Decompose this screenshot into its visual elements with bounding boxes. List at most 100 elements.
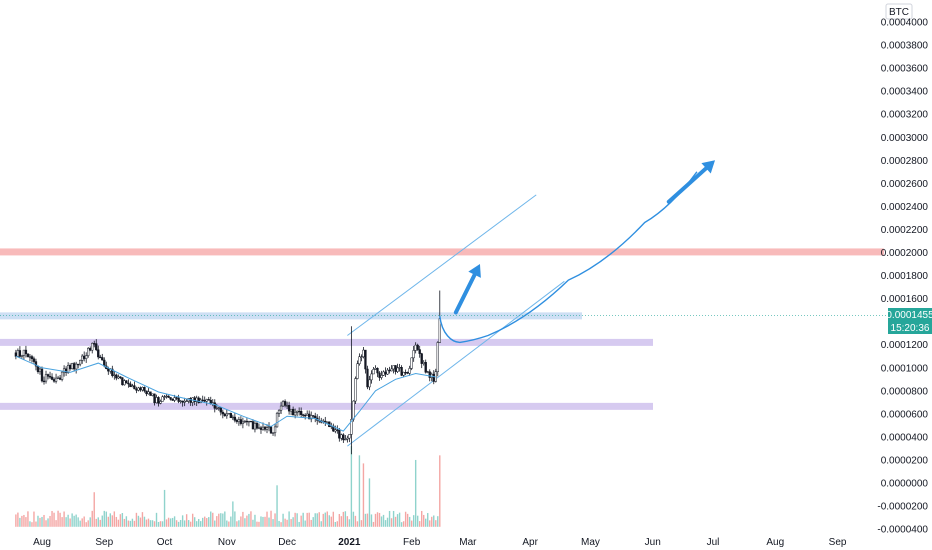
volume-bar (270, 510, 272, 527)
volume-bar (250, 511, 252, 527)
y-tick-label: 0.0003600 (881, 64, 929, 75)
candle-body (93, 343, 96, 345)
candle-body (231, 416, 235, 419)
volume-bar (421, 510, 423, 527)
volume-bar (93, 492, 95, 527)
volume-bar (179, 519, 182, 527)
volume-bar (433, 515, 435, 527)
candle-body (376, 367, 379, 374)
candle-body (312, 415, 315, 417)
volume-bar (362, 463, 365, 527)
volume-bar (19, 517, 21, 527)
projection-arrow-head (468, 264, 481, 278)
volume-bar (338, 514, 341, 527)
x-tick-label: Sep (829, 537, 847, 548)
candles (14, 290, 441, 455)
candle-body (354, 378, 357, 402)
zone-band (0, 402, 653, 410)
volume-bar (368, 478, 371, 527)
candle-body (183, 400, 186, 403)
currency-badge (885, 3, 913, 20)
y-tick-label: 0.0002200 (881, 225, 929, 236)
volume-bar (410, 520, 413, 527)
candle-body (161, 396, 164, 402)
candle-body (227, 413, 230, 415)
volume-bar (402, 521, 405, 527)
volume-bar (51, 510, 53, 527)
candle-body (295, 410, 299, 413)
volume-bar (99, 519, 101, 527)
candle-body (107, 368, 110, 372)
y-tick-label: 0.0003000 (881, 133, 929, 144)
volume-bar (218, 513, 220, 527)
x-tick-label: 2021 (338, 537, 361, 548)
volume-bars (15, 446, 441, 527)
volume-bar (340, 516, 343, 527)
candle-body (277, 409, 281, 414)
volume-bar (246, 515, 248, 527)
candle-body (197, 397, 200, 404)
candle-body (127, 382, 130, 385)
candle-body (304, 415, 307, 417)
y-tick-label: 0.0003200 (881, 110, 929, 121)
candle-body (54, 377, 58, 382)
candle-body (271, 432, 275, 434)
horizontal-zones (0, 248, 884, 410)
volume-bar (364, 513, 367, 527)
volume-bar (206, 518, 208, 527)
volume-bar (45, 520, 47, 527)
candle-body (269, 426, 273, 434)
volume-bar (103, 510, 105, 527)
candle-body (46, 374, 50, 377)
candle-body (340, 434, 343, 439)
candle-body (26, 353, 30, 357)
y-tick-label: 0.0000200 (881, 455, 929, 466)
candle-body (344, 438, 347, 441)
volume-bar (264, 516, 266, 527)
x-tick-label: Jul (707, 537, 720, 548)
volume-bar (41, 516, 43, 527)
candle-body (334, 429, 337, 432)
volume-bar (125, 516, 128, 527)
candle-body (241, 421, 245, 424)
candle-body (428, 371, 431, 378)
volume-bar (193, 517, 196, 527)
x-tick-label: Feb (403, 537, 421, 548)
currency-label: BTC (889, 7, 909, 18)
volume-bar (294, 512, 296, 527)
volume-bar (55, 520, 57, 527)
volume-bar (165, 519, 168, 527)
volume-bar (240, 516, 242, 527)
volume-bar (141, 512, 144, 527)
candle-body (336, 429, 339, 431)
candle-body (70, 363, 74, 369)
candle-body (384, 371, 387, 375)
volume-bar (296, 513, 298, 527)
candle-body (267, 426, 271, 428)
candle-body (416, 344, 419, 350)
zone-band (0, 248, 884, 256)
volume-bar (390, 518, 393, 527)
projection-curve (439, 171, 698, 344)
volume-bar (358, 455, 361, 527)
volume-bar (326, 511, 328, 527)
volume-bar (129, 520, 132, 527)
x-tick-label: Oct (157, 537, 173, 548)
candle-body (289, 408, 293, 412)
countdown-tag-bg (888, 321, 932, 334)
candle-body (99, 356, 102, 359)
volume-bar (151, 520, 154, 527)
volume-bar (157, 521, 160, 527)
candle-body (412, 350, 415, 359)
volume-bar (308, 512, 310, 527)
volume-bar (105, 511, 107, 527)
volume-bar (145, 519, 148, 527)
volume-bar (398, 512, 401, 527)
candle-body (24, 349, 28, 354)
candle-body (352, 400, 355, 420)
x-tick-label: Apr (522, 537, 538, 548)
volume-bar (85, 522, 87, 527)
y-tick-label: 0.0001800 (881, 271, 929, 282)
